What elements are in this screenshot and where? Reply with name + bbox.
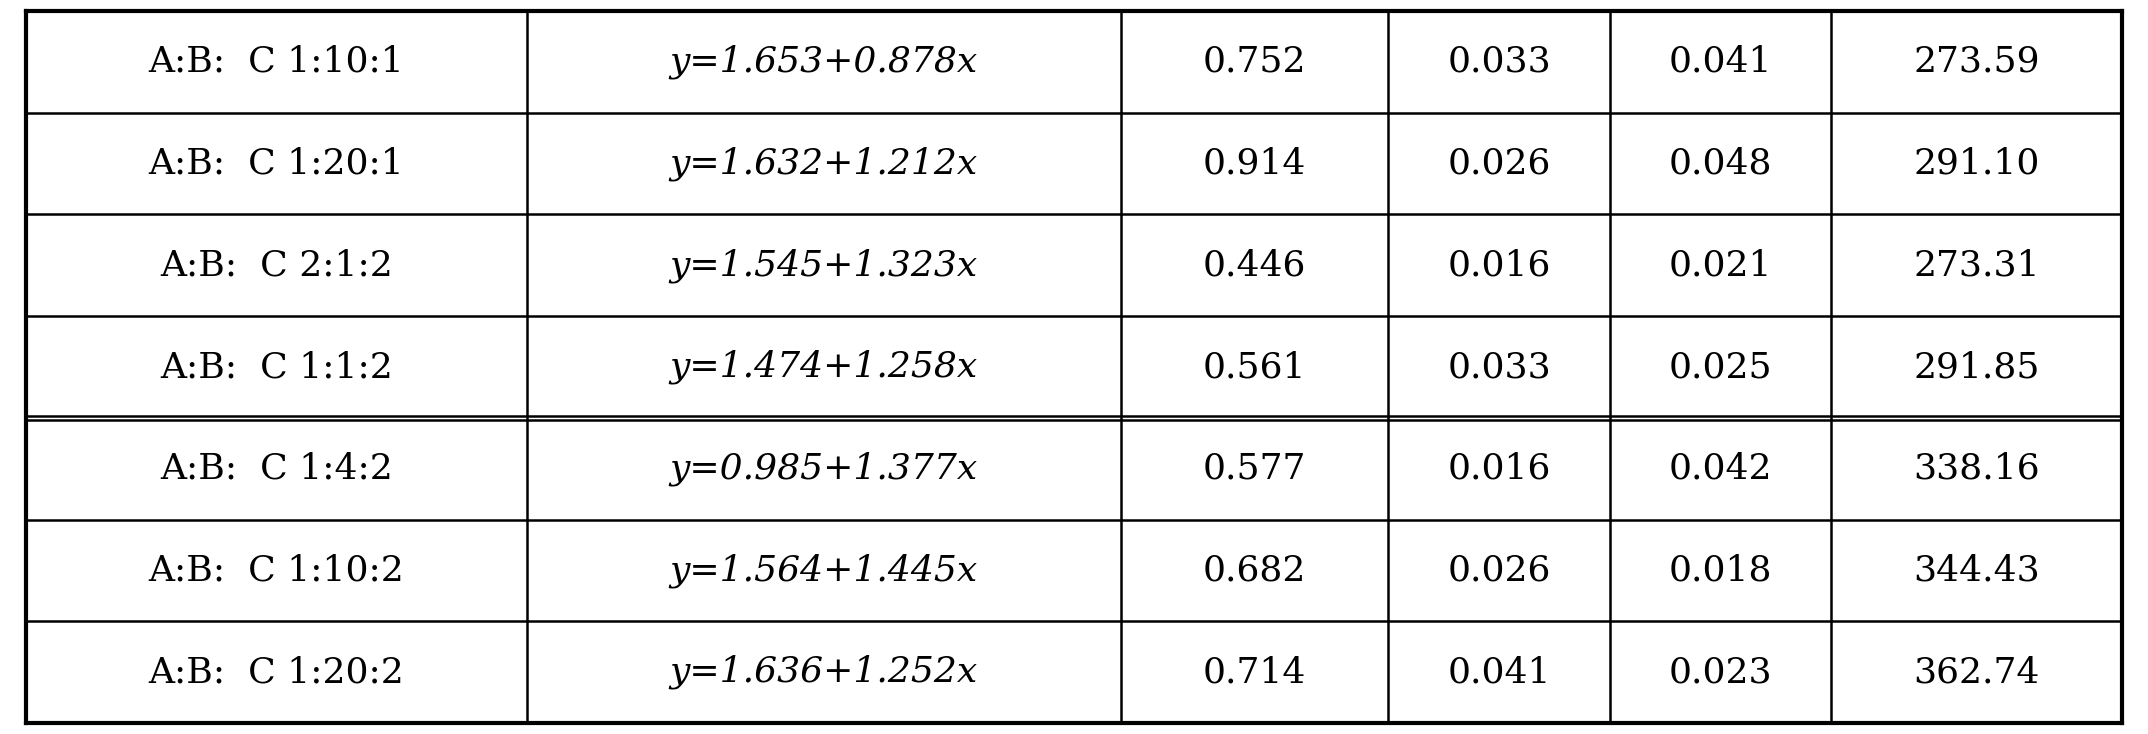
Text: 0.033: 0.033	[1448, 350, 1551, 384]
Text: A:B:  C 1:1:2: A:B: C 1:1:2	[159, 350, 393, 384]
Text: A:B:  C 2:1:2: A:B: C 2:1:2	[159, 248, 393, 283]
Text: A:B:  C 1:20:1: A:B: C 1:20:1	[148, 147, 404, 181]
Text: 0.048: 0.048	[1669, 147, 1772, 181]
Text: 338.16: 338.16	[1914, 451, 2041, 486]
Text: A:B:  C 1:20:2: A:B: C 1:20:2	[148, 655, 404, 689]
Text: 273.31: 273.31	[1914, 248, 2041, 283]
Text: 0.561: 0.561	[1203, 350, 1306, 384]
Text: 273.59: 273.59	[1914, 45, 2041, 79]
Text: 0.041: 0.041	[1669, 45, 1772, 79]
Text: 0.446: 0.446	[1203, 248, 1306, 283]
Text: A:B:  C 1:4:2: A:B: C 1:4:2	[159, 451, 393, 486]
Text: 344.43: 344.43	[1914, 553, 2041, 587]
Text: 0.714: 0.714	[1203, 655, 1306, 689]
Text: 0.021: 0.021	[1669, 248, 1772, 283]
Text: y=1.653+0.878x: y=1.653+0.878x	[670, 45, 977, 79]
Text: 0.042: 0.042	[1669, 451, 1772, 486]
Text: 0.018: 0.018	[1669, 553, 1772, 587]
Text: 0.041: 0.041	[1448, 655, 1551, 689]
Text: 0.577: 0.577	[1203, 451, 1306, 486]
Text: 362.74: 362.74	[1914, 655, 2041, 689]
Text: 0.752: 0.752	[1203, 45, 1306, 79]
Text: y=1.474+1.258x: y=1.474+1.258x	[670, 349, 977, 385]
Text: 0.026: 0.026	[1448, 147, 1551, 181]
Text: 0.016: 0.016	[1448, 248, 1551, 283]
Text: 0.026: 0.026	[1448, 553, 1551, 587]
Text: 0.016: 0.016	[1448, 451, 1551, 486]
Text: y=1.564+1.445x: y=1.564+1.445x	[670, 553, 977, 588]
Text: y=1.632+1.212x: y=1.632+1.212x	[670, 146, 977, 181]
Text: A:B:  C 1:10:1: A:B: C 1:10:1	[148, 45, 404, 79]
Text: 0.033: 0.033	[1448, 45, 1551, 79]
Text: A:B:  C 1:10:2: A:B: C 1:10:2	[148, 553, 404, 587]
Text: 0.023: 0.023	[1669, 655, 1772, 689]
Text: 0.025: 0.025	[1669, 350, 1772, 384]
Text: 0.914: 0.914	[1203, 147, 1306, 181]
Text: 291.10: 291.10	[1914, 147, 2041, 181]
Text: 291.85: 291.85	[1914, 350, 2041, 384]
Text: y=0.985+1.377x: y=0.985+1.377x	[670, 451, 977, 486]
Text: y=1.545+1.323x: y=1.545+1.323x	[670, 248, 977, 283]
Text: 0.682: 0.682	[1203, 553, 1306, 587]
Text: y=1.636+1.252x: y=1.636+1.252x	[670, 655, 977, 689]
